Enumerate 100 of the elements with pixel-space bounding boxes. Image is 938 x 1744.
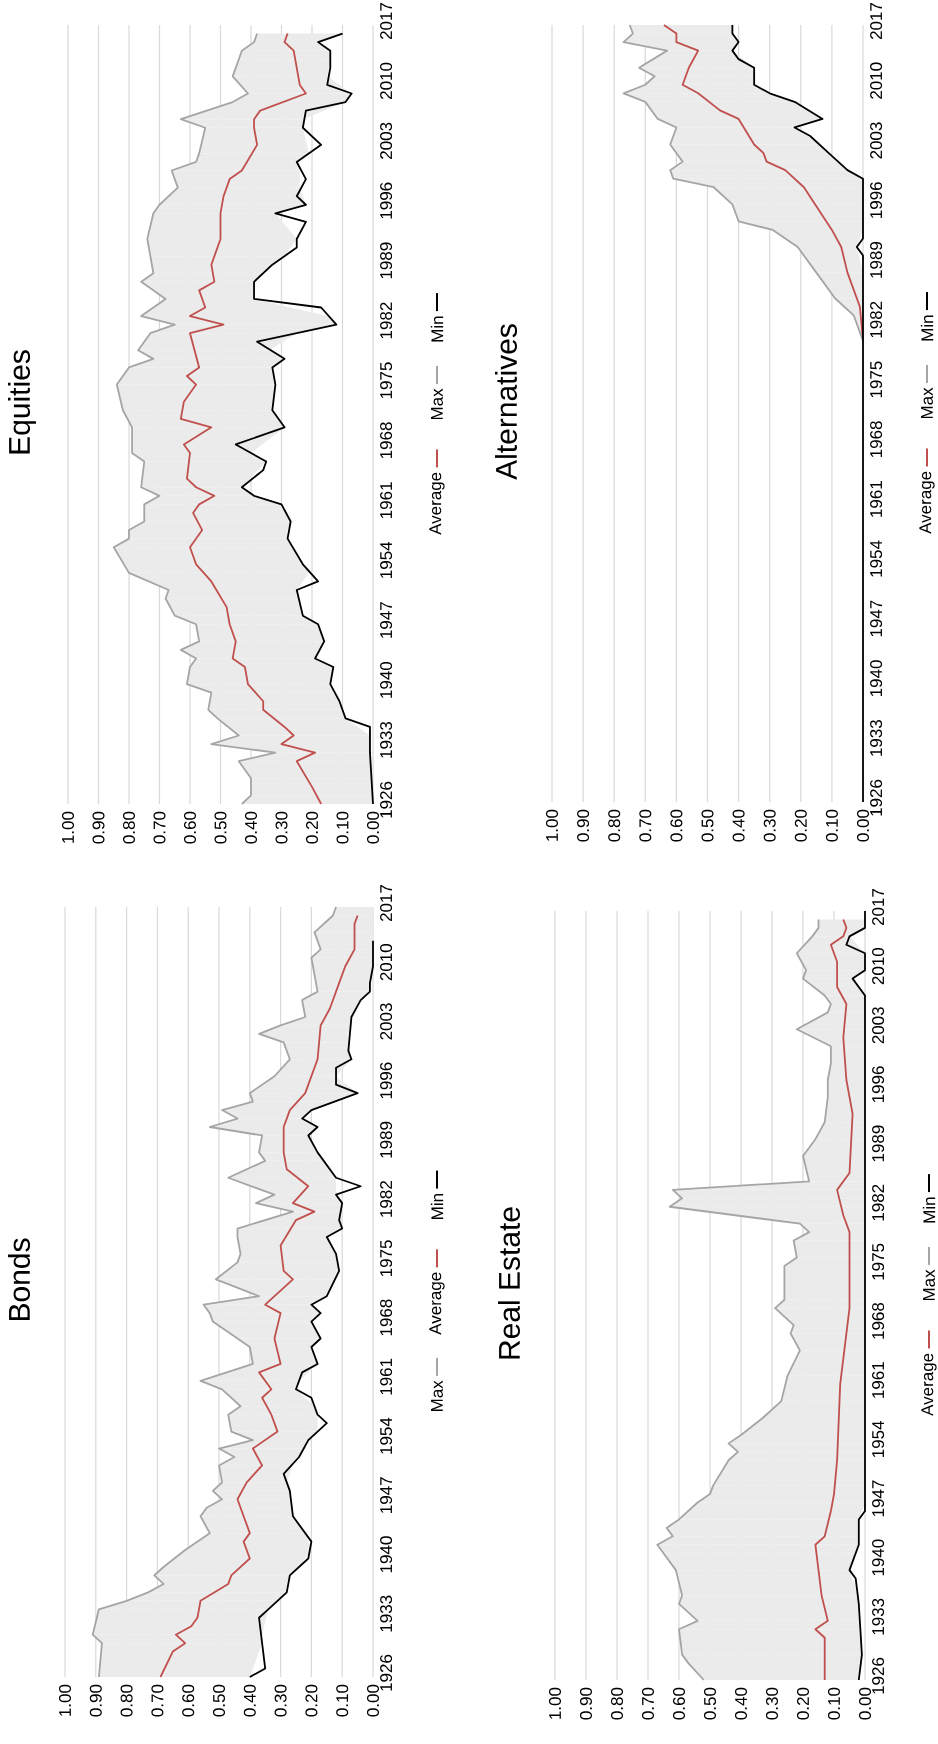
x-tick-label: 1.00: [58, 1684, 72, 1716]
x-tick-label: 0.10: [336, 1684, 349, 1717]
y-tick-label: 1961: [870, 481, 883, 517]
y-tick-label: 1975: [380, 362, 393, 399]
text: Bonds: [7, 1238, 30, 1321]
x-tick-label: 0.50: [703, 1687, 717, 1720]
x-tick-label: 0.10: [825, 809, 838, 842]
x-tick-label: 1.00: [61, 811, 74, 843]
x-tick-label: 0.80: [608, 809, 621, 842]
legend-label: Average: [429, 472, 445, 535]
y-tick-label: 2003: [380, 122, 393, 159]
y-tick-label: 1996: [380, 1062, 393, 1099]
x-tick-label: 0.00: [366, 1684, 380, 1717]
legend-label: Max: [431, 1380, 443, 1412]
y-tick-label: 1954: [380, 541, 393, 578]
y-tick-label: 2010: [380, 944, 393, 981]
x-tick-label: 0.40: [732, 809, 745, 842]
y-tick-label: 1933: [380, 721, 393, 758]
x-tick-label: 0.60: [672, 1687, 686, 1720]
y-tick-label: 1947: [870, 600, 883, 637]
x-tick-label: 0.70: [639, 809, 652, 842]
legend-label: Max: [921, 387, 933, 419]
y-tick-label: 1996: [872, 1066, 885, 1103]
x-tick-label: 0.30: [274, 1684, 287, 1717]
y-tick-label: 1982: [870, 301, 883, 338]
y-tick-label: 1940: [380, 1536, 393, 1573]
y-tick-label: 1968: [380, 422, 393, 459]
x-tick-label: 0.50: [212, 1684, 226, 1717]
y-tick-label: 1968: [380, 1299, 393, 1336]
x-tick-label: 0.80: [120, 1684, 133, 1717]
x-tick-label: 0.00: [858, 1687, 872, 1720]
y-tick-label: 1933: [380, 1595, 393, 1632]
y-tick-label: 1982: [872, 1184, 885, 1221]
y-tick-label: 2003: [870, 122, 883, 159]
y-tick-label: 1954: [380, 1417, 393, 1454]
x-tick-label: 0.70: [641, 1687, 655, 1720]
x-tick-label: 0.90: [89, 1684, 102, 1717]
x-tick-label: 0.20: [797, 1687, 810, 1720]
y-tick-label: 1968: [870, 421, 883, 457]
x-tick-label: 0.90: [577, 809, 590, 842]
y-tick-label: 1996: [870, 182, 883, 218]
y-tick-label: 1982: [380, 1181, 393, 1217]
legend-label: Average: [429, 1272, 445, 1335]
x-tick-label: 0.40: [243, 1684, 256, 1717]
legend-label: Max: [923, 1269, 935, 1301]
x-tick-label: 0.70: [151, 1684, 164, 1717]
y-tick-label: 2017: [870, 2, 883, 40]
y-tick-label: 1933: [872, 1598, 885, 1635]
y-tick-label: 1996: [380, 182, 393, 219]
y-tick-label: 2010: [870, 62, 883, 99]
y-tick-label: 1989: [380, 242, 393, 279]
x-tick-label: 0.00: [366, 811, 380, 844]
y-tick-label: 1954: [870, 540, 883, 577]
y-tick-label: 1968: [872, 1302, 885, 1339]
y-tick-label: 2003: [872, 1007, 885, 1044]
y-tick-label: 2017: [380, 2, 393, 40]
x-tick-label: 0.20: [794, 809, 807, 842]
x-tick-label: 0.30: [765, 1687, 779, 1720]
y-tick-label: 1947: [380, 602, 393, 638]
y-tick-label: 1954: [872, 1420, 885, 1457]
y-tick-label: 2017: [380, 884, 393, 922]
legend-label: Max: [431, 388, 443, 420]
y-tick-label: 1940: [872, 1539, 885, 1576]
x-tick-label: 0.60: [183, 811, 197, 844]
x-tick-label: 0.50: [214, 811, 227, 844]
y-tick-label: 2010: [872, 947, 885, 985]
y-tick-label: 1926: [380, 1654, 393, 1691]
y-tick-label: 1989: [380, 1121, 393, 1158]
y-tick-label: 1926: [872, 1657, 885, 1694]
x-tick-label: 0.60: [670, 809, 683, 842]
x-tick-label: 0.20: [305, 811, 318, 844]
text: Alternatives: [494, 324, 518, 480]
x-tick-label: 0.60: [182, 1684, 195, 1717]
y-tick-label: 2003: [380, 1003, 393, 1040]
x-tick-label: 0.70: [153, 811, 166, 844]
x-tick-label: 0.80: [122, 811, 135, 844]
text: Equities: [8, 350, 36, 454]
y-tick-label: 2010: [380, 62, 393, 99]
x-tick-label: 0.80: [611, 1687, 624, 1720]
y-tick-label: 1982: [380, 302, 393, 339]
y-tick-label: 1975: [380, 1240, 393, 1277]
y-tick-label: 1975: [870, 361, 883, 398]
x-tick-label: 0.10: [336, 811, 349, 844]
x-tick-label: 1.00: [545, 809, 559, 841]
y-tick-label: 1940: [380, 661, 393, 698]
x-tick-label: 1.00: [548, 1687, 562, 1719]
legend-label: Average: [919, 471, 935, 534]
y-tick-label: 2017: [872, 888, 885, 926]
x-tick-label: 0.40: [734, 1687, 748, 1720]
x-tick-label: 0.20: [305, 1684, 318, 1717]
y-tick-label: 1961: [872, 1362, 885, 1398]
text: Real Estate: [497, 1207, 520, 1359]
y-tick-label: 1926: [870, 779, 883, 816]
y-tick-label: 1961: [380, 1358, 393, 1395]
y-tick-label: 1947: [872, 1480, 885, 1517]
x-tick-label: 0.00: [857, 809, 870, 842]
y-tick-label: 1940: [870, 660, 883, 697]
x-tick-label: 0.10: [828, 1687, 841, 1720]
y-tick-label: 1933: [870, 720, 883, 756]
y-tick-label: 1975: [872, 1243, 885, 1280]
